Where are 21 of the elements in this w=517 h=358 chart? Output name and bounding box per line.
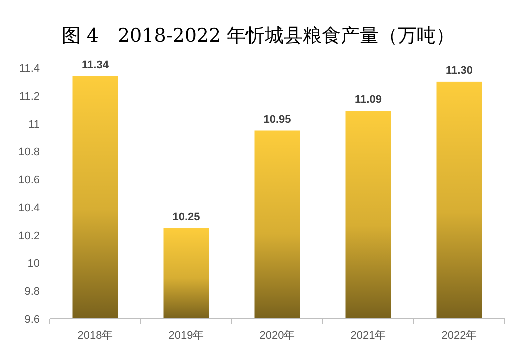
y-tick-label: 10.4 <box>18 202 40 214</box>
y-tick-label: 10.8 <box>18 146 40 159</box>
x-tick-label: 2018年 <box>78 330 114 342</box>
y-tick-label: 9.6 <box>24 314 40 326</box>
y-tick-label: 11.2 <box>19 90 40 103</box>
y-tick-label: 11 <box>28 118 40 131</box>
y-tick-label: 10.6 <box>18 174 40 187</box>
x-tick-label: 2021年 <box>350 330 386 342</box>
data-label: 11.09 <box>355 94 382 106</box>
y-tick-label: 10.2 <box>18 230 40 242</box>
chart-title: 图 4 2018-2022 年忻城县粮食产量（万吨） <box>62 25 456 47</box>
data-label: 11.34 <box>82 59 110 72</box>
y-tick-label: 11.4 <box>19 63 40 75</box>
x-tick-label: 2020年 <box>260 330 296 342</box>
y-tick-label: 10 <box>28 258 40 270</box>
x-tick-label: 2022年 <box>442 330 478 342</box>
x-tick-label: 2019年 <box>168 330 204 342</box>
data-label: 10.25 <box>172 211 200 224</box>
data-label: 11.30 <box>446 64 473 77</box>
y-tick-label: 9.8 <box>24 286 40 298</box>
data-label: 10.95 <box>264 114 292 126</box>
